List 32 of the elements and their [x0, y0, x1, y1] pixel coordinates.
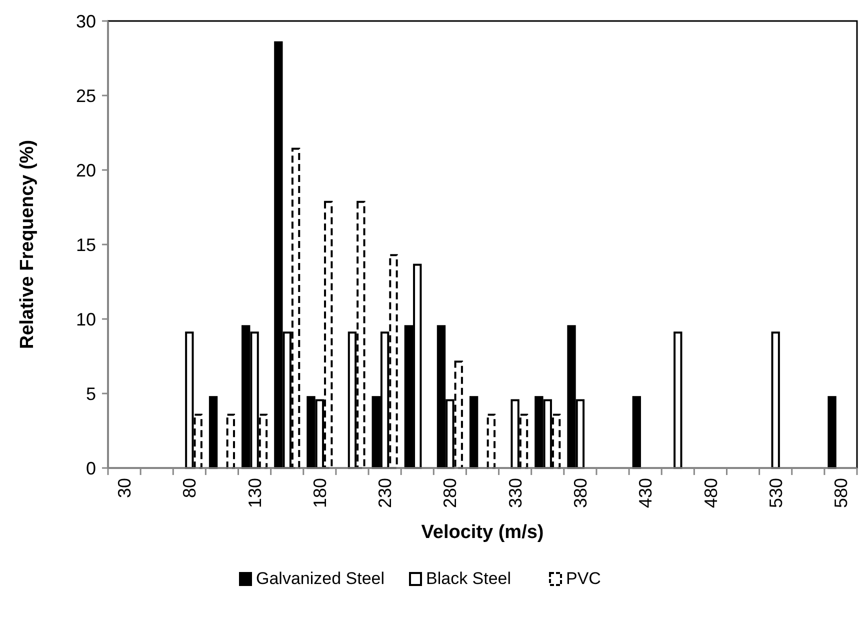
y-tick-label: 15: [76, 234, 96, 255]
legend-label: Galvanized Steel: [256, 569, 385, 588]
x-tick-label: 180: [310, 478, 330, 508]
x-tick-label: 80: [180, 478, 200, 498]
x-axis-title: Velocity (m/s): [421, 522, 544, 543]
x-tick-label: 280: [440, 478, 460, 508]
y-axis-title: Relative Frequency (%): [17, 140, 38, 350]
bar: [674, 332, 682, 469]
y-tick-label: 5: [86, 384, 96, 404]
bar: [226, 414, 236, 469]
x-tick-label: 380: [570, 478, 590, 508]
y-tick-label: 10: [76, 309, 96, 330]
bar: [486, 414, 496, 469]
x-tick-label: 330: [505, 478, 526, 508]
bar: [828, 396, 836, 469]
x-tick-label: 580: [831, 478, 852, 508]
y-tick-label: 25: [76, 86, 96, 106]
bar: [771, 332, 780, 469]
x-tick-label: 430: [636, 478, 656, 508]
y-tick-label: 0: [86, 458, 96, 478]
bar: [469, 396, 478, 469]
x-tick-label: 30: [114, 478, 135, 498]
y-tick-label: 30: [76, 11, 96, 32]
y-tick-label: 20: [76, 160, 96, 180]
bar: [208, 396, 218, 469]
legend-label: PVC: [566, 569, 601, 588]
x-tick-label: 230: [375, 478, 396, 508]
x-tick-label: 130: [244, 478, 265, 508]
legend-label: Black Steel: [426, 569, 512, 588]
bar: [632, 396, 641, 469]
x-tick-label: 480: [700, 478, 721, 508]
x-tick-label: 530: [766, 478, 786, 508]
